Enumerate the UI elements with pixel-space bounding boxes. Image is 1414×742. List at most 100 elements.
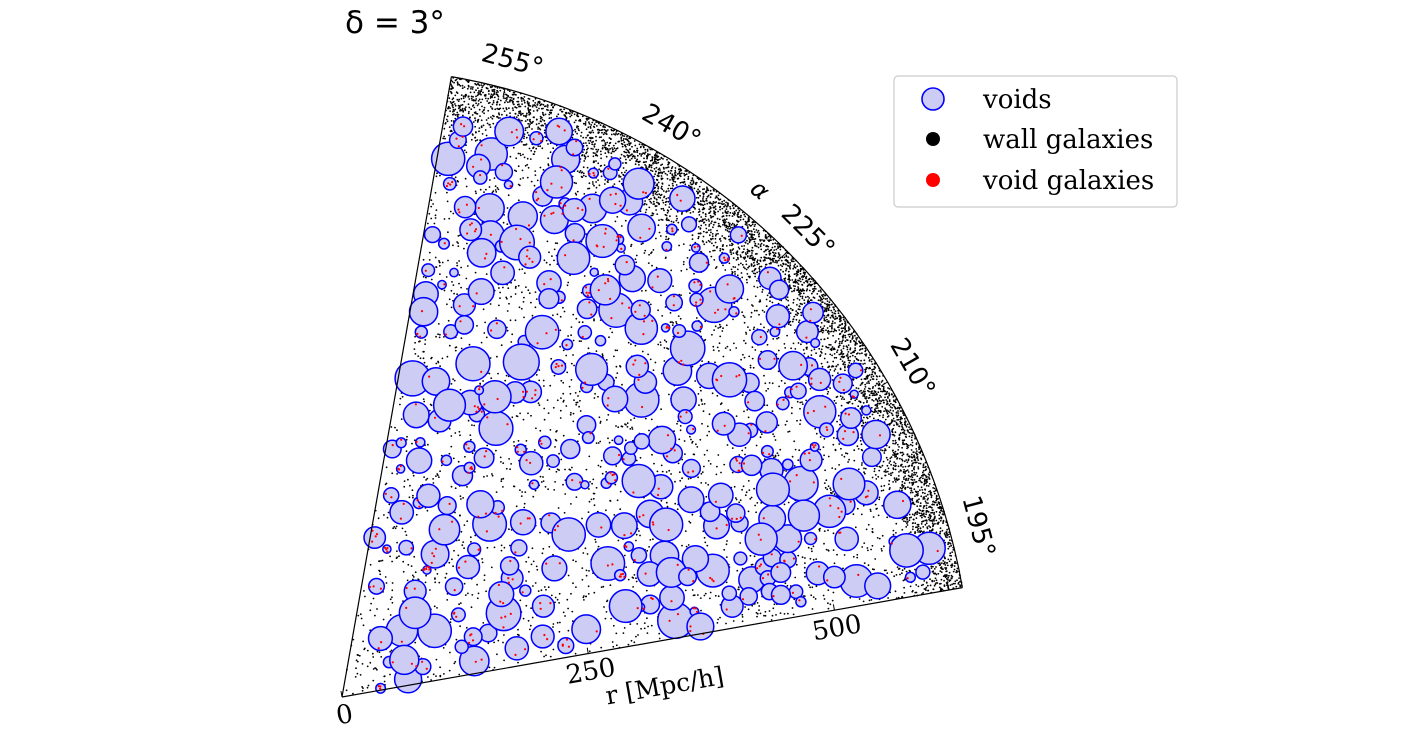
wall-galaxy-point — [752, 228, 755, 231]
wall-galaxy-point — [814, 427, 817, 430]
wall-galaxy-point — [638, 143, 641, 146]
wall-galaxy-point — [674, 480, 676, 483]
wall-galaxy-point — [950, 558, 952, 561]
wall-galaxy-point — [747, 416, 750, 419]
wall-galaxy-point — [902, 466, 904, 468]
wall-galaxy-point — [835, 356, 838, 359]
wall-galaxy-point — [760, 433, 763, 435]
wall-galaxy-point — [631, 145, 633, 148]
wall-galaxy-point — [706, 425, 709, 428]
wall-galaxy-point — [765, 253, 768, 256]
wall-galaxy-point — [752, 272, 755, 275]
wall-galaxy-point — [865, 528, 868, 531]
wall-galaxy-point — [462, 541, 465, 543]
wall-galaxy-point — [831, 311, 834, 314]
wall-galaxy-point — [819, 448, 822, 451]
wall-galaxy-point — [763, 256, 766, 259]
wall-galaxy-point — [840, 349, 843, 351]
wall-galaxy-point — [678, 438, 681, 441]
wall-galaxy-point — [626, 135, 628, 138]
wall-galaxy-point — [797, 286, 799, 288]
wall-galaxy-point — [378, 560, 380, 563]
wall-galaxy-point — [925, 504, 928, 507]
wall-galaxy-point — [641, 153, 643, 156]
wall-galaxy-point — [614, 149, 617, 152]
wall-galaxy-point — [851, 402, 854, 405]
wall-galaxy-point — [542, 168, 545, 171]
wall-galaxy-point — [575, 401, 578, 404]
wall-galaxy-point — [389, 673, 391, 676]
wall-galaxy-point — [534, 582, 537, 584]
wall-galaxy-point — [619, 133, 622, 136]
wall-galaxy-point — [831, 599, 834, 602]
wall-galaxy-point — [514, 113, 517, 115]
wall-galaxy-point — [695, 443, 697, 446]
wall-galaxy-point — [766, 330, 769, 333]
wall-galaxy-point — [593, 145, 596, 148]
wall-galaxy-point — [790, 259, 793, 261]
wall-galaxy-point — [521, 119, 523, 122]
wall-galaxy-point — [649, 303, 652, 306]
wall-galaxy-point — [585, 136, 587, 139]
wall-galaxy-point — [768, 252, 771, 255]
wall-galaxy-point — [759, 265, 761, 268]
wall-galaxy-point — [606, 599, 609, 602]
wall-galaxy-point — [756, 263, 759, 266]
wall-galaxy-point — [783, 613, 786, 615]
wall-galaxy-point — [549, 263, 551, 266]
wall-galaxy-point — [525, 604, 528, 607]
wall-galaxy-point — [848, 328, 851, 331]
wall-galaxy-point — [711, 220, 713, 223]
wall-galaxy-point — [668, 206, 671, 209]
wall-galaxy-point — [939, 530, 942, 533]
wall-galaxy-point — [915, 491, 918, 493]
wall-galaxy-point — [427, 443, 429, 446]
wall-galaxy-point — [723, 223, 726, 226]
wall-galaxy-point — [801, 288, 804, 290]
wall-galaxy-point — [764, 235, 767, 238]
wall-galaxy-point — [755, 511, 757, 514]
wall-galaxy-point — [807, 299, 810, 301]
wall-galaxy-point — [704, 592, 707, 595]
wall-galaxy-point — [491, 474, 494, 477]
wall-galaxy-point — [714, 237, 717, 240]
wall-galaxy-point — [844, 369, 846, 372]
wall-galaxy-point — [718, 323, 721, 326]
wall-galaxy-point — [931, 503, 934, 506]
wall-galaxy-point — [598, 416, 601, 419]
wall-galaxy-point — [713, 249, 716, 252]
wall-galaxy-point — [901, 425, 903, 428]
wall-galaxy-point — [477, 87, 479, 89]
wall-galaxy-point — [868, 360, 871, 362]
wall-galaxy-point — [930, 496, 933, 499]
wall-galaxy-point — [548, 113, 551, 116]
wall-galaxy-point — [633, 417, 636, 419]
wall-galaxy-point — [631, 426, 633, 429]
wall-galaxy-point — [921, 516, 923, 519]
wall-galaxy-point — [453, 113, 455, 115]
wall-galaxy-point — [692, 453, 695, 456]
wall-galaxy-point — [702, 410, 705, 413]
wall-galaxy-point — [735, 259, 738, 261]
wall-galaxy-point — [944, 564, 947, 566]
wall-galaxy-point — [711, 193, 713, 195]
wall-galaxy-point — [947, 541, 950, 544]
wall-galaxy-point — [860, 513, 863, 516]
wall-galaxy-point — [729, 211, 732, 214]
wall-galaxy-point — [497, 117, 500, 119]
wall-galaxy-point — [550, 594, 553, 597]
wall-galaxy-point — [781, 265, 784, 268]
wall-galaxy-point — [451, 80, 454, 83]
wall-galaxy-point — [590, 124, 593, 126]
wall-galaxy-point — [683, 172, 685, 175]
wall-galaxy-point — [515, 157, 518, 160]
wall-galaxy-point — [445, 118, 448, 121]
wall-galaxy-point — [864, 467, 867, 470]
wall-galaxy-point — [575, 182, 577, 185]
wall-galaxy-point — [897, 418, 900, 421]
wall-galaxy-point — [878, 399, 881, 402]
wall-galaxy-point — [898, 425, 900, 427]
wall-galaxy-point — [690, 179, 693, 182]
wall-galaxy-point — [458, 83, 461, 86]
wall-galaxy-point — [708, 225, 710, 227]
